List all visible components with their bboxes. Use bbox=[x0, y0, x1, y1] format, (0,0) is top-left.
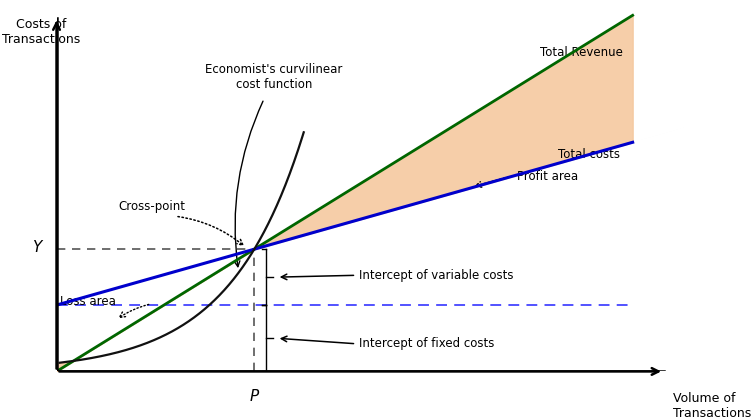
Text: Intercept of variable costs: Intercept of variable costs bbox=[359, 269, 514, 282]
Text: $P$: $P$ bbox=[248, 388, 260, 404]
Text: Volume of
Transactions: Volume of Transactions bbox=[673, 392, 752, 420]
Text: Cross-point: Cross-point bbox=[118, 200, 185, 213]
Text: Economist's curvilinear
cost function: Economist's curvilinear cost function bbox=[205, 63, 343, 91]
Text: Total Revenue: Total Revenue bbox=[541, 46, 624, 59]
Text: Costs of
Transactions: Costs of Transactions bbox=[2, 18, 80, 45]
Text: Total costs: Total costs bbox=[558, 148, 620, 161]
Text: Profit area: Profit area bbox=[517, 170, 578, 183]
Text: $Y$: $Y$ bbox=[32, 239, 44, 255]
Text: Intercept of fixed costs: Intercept of fixed costs bbox=[359, 337, 495, 350]
Text: Loss area: Loss area bbox=[60, 295, 116, 308]
